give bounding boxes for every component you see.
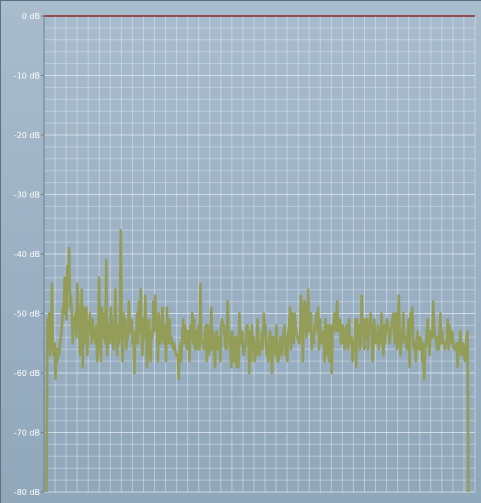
series <box>45 228 470 493</box>
axis <box>41 15 45 493</box>
y-tick-label: -60 dB <box>14 369 40 378</box>
spectrum-trace <box>45 228 470 493</box>
y-tick-label: -10 dB <box>14 72 40 81</box>
y-tick-label: -40 dB <box>14 250 40 259</box>
y-tick-label: -70 dB <box>14 429 40 438</box>
tick-labels: 0 dB -10 dB -20 dB -30 dB -40 dB -50 dB -60 dB… <box>14 12 40 497</box>
y-tick-label: -80 dB <box>14 488 40 497</box>
y-tick-label: -50 dB <box>14 310 40 319</box>
y-tick-label: -20 dB <box>14 131 40 140</box>
y-tick-label: 0 dB <box>22 12 40 21</box>
grid <box>43 15 476 493</box>
y-tick-label: -30 dB <box>14 191 40 200</box>
